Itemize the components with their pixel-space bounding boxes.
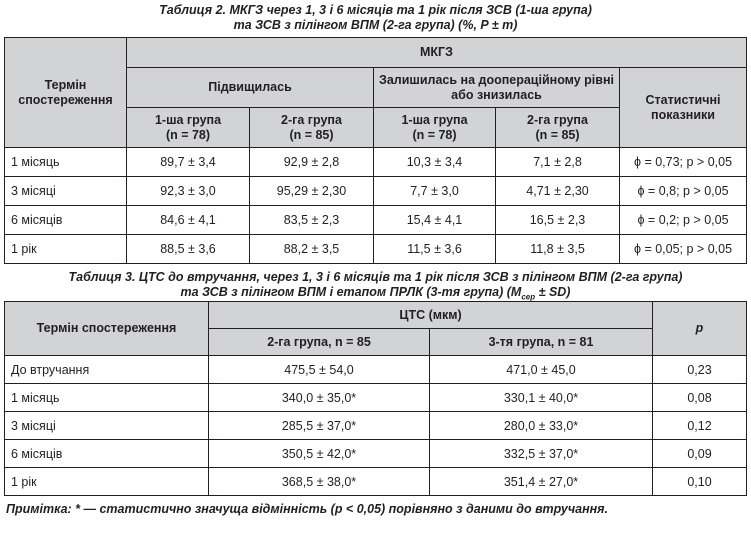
table2: Термін спостереження ЦТС (мкм) p 2-га гр…	[4, 301, 747, 496]
t1-subheader-g1-remained: 1-ша група (n = 78)	[373, 107, 496, 148]
caption-part: ± SD)	[535, 285, 571, 299]
value-cell: 89,7 ± 3,4	[126, 147, 250, 177]
value-cell: 330,1 ± 40,0*	[429, 383, 653, 412]
value-cell: 95,29 ± 2,30	[249, 176, 374, 206]
t1-subheader-g2-remained: 2-га група (n = 85)	[495, 107, 620, 148]
caption-subscript: сер	[521, 292, 536, 302]
stat-cell: ϕ = 0,8; p > 0,05	[618, 176, 748, 206]
table2-caption: Таблиця 3. ЦТС до втручання, через 1, 3 …	[0, 264, 751, 302]
value-cell: 332,5 ± 37,0*	[429, 439, 653, 468]
t1-subheader-label: 1-ша група	[401, 112, 468, 127]
t1-subheader-label: 2-га група	[281, 112, 342, 127]
period-cell: 3 місяці	[4, 176, 127, 206]
period-cell: 1 рік	[4, 234, 127, 264]
period-cell: 6 місяців	[4, 205, 127, 235]
table-row: 1 місяць 340,0 ± 35,0* 330,1 ± 40,0* 0,0…	[4, 383, 747, 412]
value-cell: 11,8 ± 3,5	[495, 234, 620, 264]
table2-footnote: Примітка: * — статистично значуща відмін…	[6, 502, 609, 516]
value-cell: 88,2 ± 3,5	[249, 234, 374, 264]
value-cell: 10,3 ± 3,4	[373, 147, 496, 177]
value-cell: 4,71 ± 2,30	[495, 176, 620, 206]
t1-subheader-g1-increased: 1-ша група (n = 78)	[126, 107, 250, 148]
p-cell: 0,10	[652, 467, 747, 496]
table1: Термін спостереження МКГЗ Підвищилась За…	[4, 37, 748, 264]
t2-header-cts: ЦТС (мкм)	[208, 301, 653, 329]
t2-header-g2: 2-га група, n = 85	[208, 328, 430, 356]
period-cell: До втручання	[4, 355, 209, 384]
value-cell: 83,5 ± 2,3	[249, 205, 374, 235]
period-cell: 1 місяць	[4, 383, 209, 412]
value-cell: 7,7 ± 3,0	[373, 176, 496, 206]
table-row: 3 місяці 285,5 ± 37,0* 280,0 ± 33,0* 0,1…	[4, 411, 747, 440]
t1-subheader-n: (n = 85)	[535, 127, 580, 142]
stat-cell: ϕ = 0,2; p > 0,05	[618, 205, 748, 235]
table-row: 6 місяців 350,5 ± 42,0* 332,5 ± 37,0* 0,…	[4, 439, 747, 468]
table2-caption-line1: Таблиця 3. ЦТС до втручання, через 1, 3 …	[68, 270, 683, 284]
t1-subheader-label: 1-ша група	[154, 112, 222, 127]
value-cell: 15,4 ± 4,1	[373, 205, 496, 235]
stat-cell: ϕ = 0,73; p > 0,05	[618, 147, 748, 177]
table-row: 1 рік 368,5 ± 38,0* 351,4 ± 27,0* 0,10	[4, 467, 747, 496]
value-cell: 7,1 ± 2,8	[495, 147, 620, 177]
value-cell: 368,5 ± 38,0*	[208, 467, 430, 496]
table-row: 3 місяці 92,3 ± 3,0 95,29 ± 2,30 7,7 ± 3…	[4, 176, 748, 206]
table-row: До втручання 475,5 ± 54,0 471,0 ± 45,0 0…	[4, 355, 747, 384]
table1-caption-line2: та ЗСВ з пілінгом ВПМ (2-га група) (%, P…	[233, 18, 518, 32]
value-cell: 88,5 ± 3,6	[126, 234, 250, 264]
value-cell: 471,0 ± 45,0	[429, 355, 653, 384]
value-cell: 16,5 ± 2,3	[495, 205, 620, 235]
stat-cell: ϕ = 0,05; p > 0,05	[618, 234, 748, 264]
t1-header-remained: Залишилась на доопераційному рівні або з…	[373, 67, 620, 108]
t2-header-period: Термін спостереження	[4, 301, 209, 356]
table1-caption: Таблиця 2. МКГЗ через 1, 3 і 6 місяців т…	[0, 0, 751, 37]
t1-subheader-label: 2-га група	[527, 112, 588, 127]
value-cell: 11,5 ± 3,6	[373, 234, 496, 264]
value-cell: 350,5 ± 42,0*	[208, 439, 430, 468]
t1-header-period: Термін спостереження	[4, 37, 127, 148]
caption-part: та ЗСВ з пілінгом ВПМ і етапом ПРЛК (3-т…	[180, 285, 522, 299]
t2-header-p: p	[652, 301, 747, 356]
p-cell: 0,12	[652, 411, 747, 440]
t1-header-increased: Підвищилась	[126, 67, 374, 108]
period-cell: 6 місяців	[4, 439, 209, 468]
table-row: 1 рік 88,5 ± 3,6 88,2 ± 3,5 11,5 ± 3,6 1…	[4, 234, 748, 264]
t1-subheader-g2-increased: 2-га група (n = 85)	[249, 107, 374, 148]
p-cell: 0,08	[652, 383, 747, 412]
period-cell: 1 рік	[4, 467, 209, 496]
period-cell: 3 місяці	[4, 411, 209, 440]
t1-header-mkgz: МКГЗ	[125, 37, 748, 68]
p-cell: 0,09	[652, 439, 747, 468]
value-cell: 285,5 ± 37,0*	[208, 411, 430, 440]
period-cell: 1 місяць	[4, 147, 127, 177]
value-cell: 84,6 ± 4,1	[126, 205, 250, 235]
t1-header-stats: Статистичні показники	[618, 67, 748, 148]
value-cell: 92,9 ± 2,8	[249, 147, 374, 177]
value-cell: 351,4 ± 27,0*	[429, 467, 653, 496]
table1-caption-line1: Таблиця 2. МКГЗ через 1, 3 і 6 місяців т…	[159, 3, 592, 17]
value-cell: 280,0 ± 33,0*	[429, 411, 653, 440]
table2-caption-line2: та ЗСВ з пілінгом ВПМ і етапом ПРЛК (3-т…	[0, 285, 751, 305]
value-cell: 475,5 ± 54,0	[208, 355, 430, 384]
p-cell: 0,23	[652, 355, 747, 384]
t2-header-g3: 3-тя група, n = 81	[429, 328, 653, 356]
t1-subheader-n: (n = 85)	[289, 127, 334, 142]
value-cell: 92,3 ± 3,0	[126, 176, 250, 206]
value-cell: 340,0 ± 35,0*	[208, 383, 430, 412]
table-row: 6 місяців 84,6 ± 4,1 83,5 ± 2,3 15,4 ± 4…	[4, 205, 748, 235]
t1-subheader-n: (n = 78)	[412, 127, 457, 142]
table-row: 1 місяць 89,7 ± 3,4 92,9 ± 2,8 10,3 ± 3,…	[4, 147, 748, 177]
t1-subheader-n: (n = 78)	[165, 127, 211, 142]
